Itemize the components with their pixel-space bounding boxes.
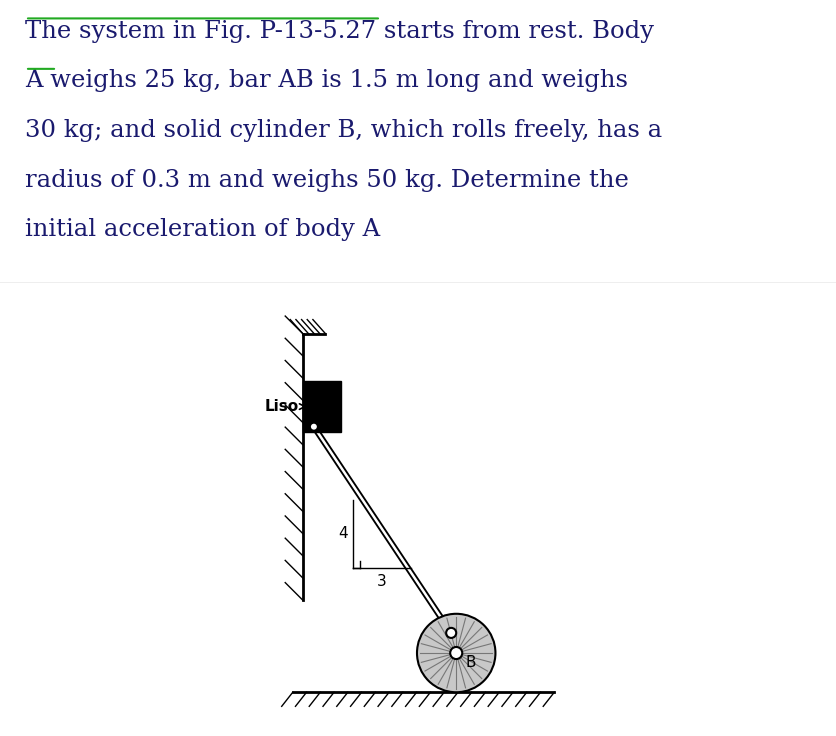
Text: 30 kg; and solid cylinder B, which rolls freely, has a: 30 kg; and solid cylinder B, which rolls… bbox=[25, 119, 661, 142]
Text: Liso: Liso bbox=[264, 399, 298, 414]
Circle shape bbox=[446, 628, 456, 638]
Text: 3: 3 bbox=[376, 573, 386, 589]
Text: B: B bbox=[465, 654, 475, 670]
Text: The system in Fig. P-13-5.27 starts from rest. Body: The system in Fig. P-13-5.27 starts from… bbox=[25, 20, 653, 43]
Text: A weighs 25 kg, bar AB is 1.5 m long and weighs: A weighs 25 kg, bar AB is 1.5 m long and… bbox=[25, 69, 627, 93]
Text: initial acceleration of body A: initial acceleration of body A bbox=[25, 218, 380, 241]
Circle shape bbox=[309, 422, 318, 431]
Circle shape bbox=[416, 614, 495, 693]
Bar bbox=[303, 381, 340, 432]
Text: radius of 0.3 m and weighs 50 kg. Determine the: radius of 0.3 m and weighs 50 kg. Determ… bbox=[25, 169, 628, 191]
Text: 4: 4 bbox=[338, 526, 348, 541]
Circle shape bbox=[450, 647, 461, 659]
